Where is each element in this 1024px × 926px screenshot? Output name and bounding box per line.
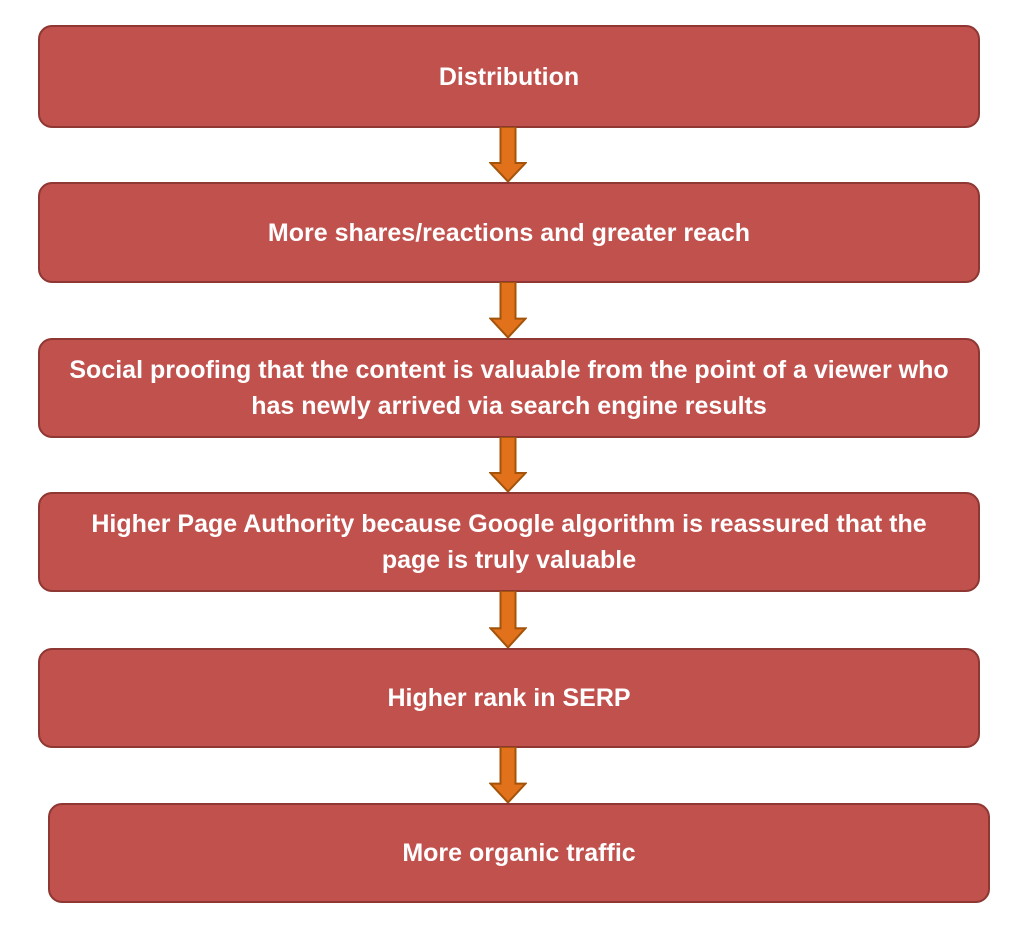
flow-step-label: Higher rank in SERP: [387, 684, 631, 712]
flow-step-label: Distribution: [438, 62, 580, 91]
flow-step-label: Social proofing that the content is valu…: [69, 356, 949, 420]
flow-step-label: Higher Page Authority because Google alg…: [91, 510, 927, 574]
flow-step-serp-rank: Higher rank in SERP: [38, 648, 980, 748]
down-arrow-icon: [489, 437, 527, 493]
flow-step-distribution: Distribution: [38, 25, 980, 128]
flow-step-social-proofing: Social proofing that the content is valu…: [38, 338, 980, 438]
flow-step-page-authority: Higher Page Authority because Google alg…: [38, 492, 980, 592]
down-arrow-icon: [489, 591, 527, 649]
down-arrow-icon: [489, 282, 527, 339]
down-arrow-icon: [489, 747, 527, 804]
flow-step-shares-reach: More shares/reactions and greater reach: [38, 182, 980, 283]
flow-step-label: More shares/reactions and greater reach: [267, 218, 751, 247]
flow-step-organic-traffic: More organic traffic: [48, 803, 990, 903]
down-arrow-icon: [489, 127, 527, 183]
flow-step-label: More organic traffic: [402, 839, 636, 867]
